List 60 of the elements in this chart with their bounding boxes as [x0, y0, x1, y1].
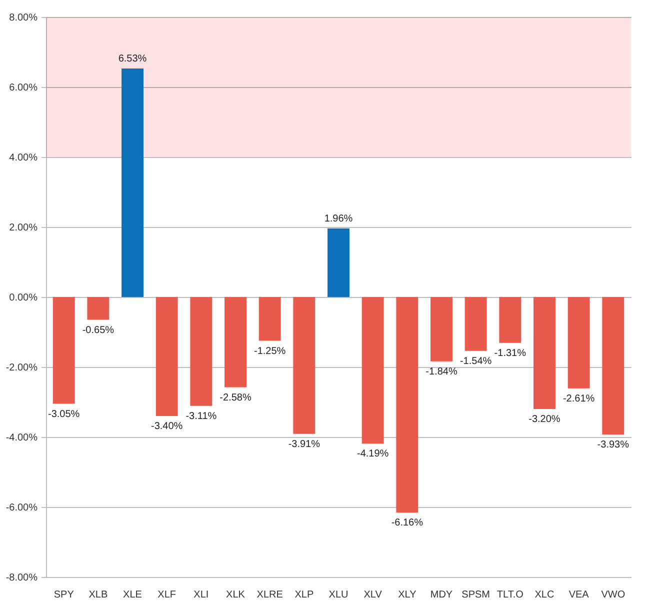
bar — [396, 297, 418, 513]
data-label: -1.54% — [460, 356, 492, 367]
data-label: -3.05% — [48, 408, 80, 420]
data-label: -1.84% — [426, 366, 458, 378]
x-tick-label: XLP — [294, 590, 314, 600]
x-tick-label: XLB — [88, 590, 108, 600]
x-tick-label: XLY — [398, 590, 417, 600]
data-label: -6.16% — [391, 518, 424, 529]
data-label: -1.25% — [254, 346, 286, 357]
x-tick-label: VWO — [601, 590, 626, 600]
x-tick-label: XLU — [328, 590, 348, 600]
data-label: -3.20% — [528, 414, 560, 425]
y-tick-label: -2.00% — [6, 362, 38, 374]
x-tick-label: XLI — [194, 590, 209, 600]
bar — [328, 228, 350, 297]
data-label: -3.11% — [186, 410, 217, 422]
bar — [87, 297, 110, 320]
bar — [224, 297, 246, 388]
bar — [190, 297, 212, 406]
y-tick-label: -4.00% — [6, 432, 38, 444]
x-tick-label: TLT.O — [496, 590, 524, 600]
data-label: -2.61% — [562, 393, 595, 404]
x-tick-label: SPY — [54, 590, 74, 600]
x-tick-label: XLRE — [256, 590, 284, 600]
bar — [258, 297, 281, 341]
data-label: -3.93% — [597, 440, 630, 451]
bar — [52, 297, 75, 404]
y-tick-label: 4.00% — [9, 152, 38, 164]
x-tick-label: XLE — [123, 590, 142, 600]
bar — [534, 297, 556, 409]
x-tick-label: SPSM — [462, 590, 490, 600]
y-tick-label: 6.00% — [9, 82, 38, 94]
data-label: -0.65% — [82, 324, 114, 336]
bar — [464, 297, 487, 351]
x-tick-label: XLK — [226, 590, 246, 600]
bar — [499, 297, 522, 343]
data-label: -3.40% — [151, 421, 183, 432]
data-label: 6.53% — [118, 53, 147, 64]
bar — [362, 297, 384, 444]
data-label: -4.19% — [356, 448, 389, 460]
data-label: -3.91% — [288, 438, 320, 450]
data-label: 1.96% — [324, 213, 353, 224]
bar — [122, 68, 144, 297]
bar — [602, 297, 624, 435]
y-tick-label: 0.00% — [9, 292, 38, 304]
x-tick-label: VEA — [568, 590, 590, 600]
x-tick-label: XLV — [364, 590, 382, 600]
x-tick-label: XLF — [158, 590, 176, 600]
y-tick-label: 2.00% — [9, 222, 38, 234]
y-tick-label: -6.00% — [6, 502, 38, 514]
x-tick-label: MDY — [430, 590, 453, 600]
y-tick-label: 8.00% — [9, 12, 38, 24]
x-tick-label: XLC — [534, 590, 554, 600]
data-label: -1.31% — [494, 348, 526, 359]
bar — [430, 297, 452, 362]
data-label: -2.58% — [220, 392, 252, 404]
bar — [568, 297, 590, 388]
bar — [156, 297, 178, 416]
y-tick-label: -8.00% — [6, 572, 38, 584]
bar — [293, 297, 316, 434]
